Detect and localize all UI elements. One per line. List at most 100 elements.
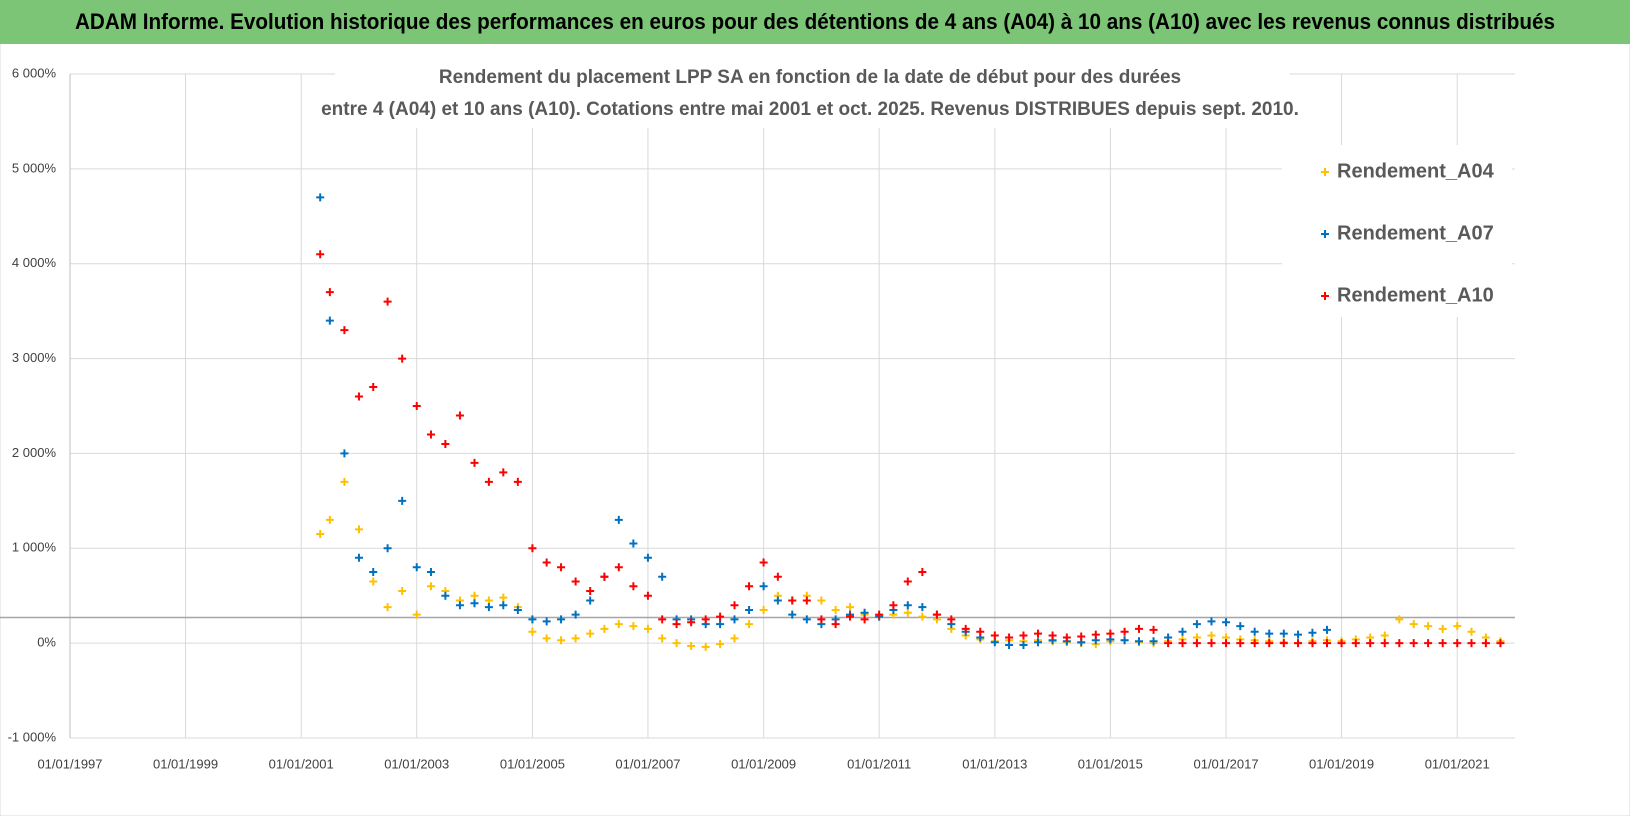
point: [325, 515, 334, 524]
point: [918, 612, 927, 621]
point: [1467, 639, 1476, 648]
point: [1409, 639, 1418, 648]
legend-box: [1282, 145, 1512, 317]
x-tick-label: 01/01/2015: [1078, 756, 1143, 771]
point: [600, 572, 609, 581]
point: [961, 624, 970, 633]
point: [1207, 631, 1216, 640]
point: [1034, 629, 1043, 638]
point: [759, 558, 768, 567]
point: [643, 553, 652, 562]
point: [817, 615, 826, 624]
subtitle: entre 4 (A04) et 10 ans (A10). Cotations…: [321, 99, 1299, 120]
x-tick-label: 01/01/2011: [847, 756, 911, 771]
point: [1438, 624, 1447, 633]
legend-marker: [1321, 292, 1329, 300]
point: [455, 411, 464, 420]
point: [730, 615, 739, 624]
point: [571, 634, 580, 643]
point: [918, 603, 927, 612]
x-tick-label: 01/01/1997: [37, 756, 102, 771]
point: [426, 582, 435, 591]
point: [499, 601, 508, 610]
point: [1222, 618, 1231, 627]
point: [316, 530, 325, 539]
point: [1192, 620, 1201, 629]
point: [1323, 639, 1331, 648]
point: [484, 603, 493, 612]
point: [643, 624, 652, 633]
point: [325, 316, 334, 325]
point: [629, 539, 638, 548]
point: [340, 326, 349, 335]
point: [513, 477, 522, 486]
point: [903, 608, 912, 617]
point: [903, 601, 912, 610]
point: [441, 591, 450, 600]
point: [369, 383, 378, 392]
point: [1481, 639, 1490, 648]
x-tick-label: 01/01/2005: [500, 756, 565, 771]
point: [716, 640, 725, 649]
y-tick-label: 6 000%: [12, 65, 57, 80]
point: [557, 636, 566, 645]
point: [470, 599, 479, 608]
point: [831, 605, 840, 614]
point: [325, 288, 334, 297]
point: [571, 577, 580, 586]
point: [802, 615, 811, 624]
point: [1164, 639, 1173, 648]
point: [918, 568, 927, 576]
point: [1265, 629, 1274, 638]
x-tick-label: 01/01/2007: [615, 756, 680, 771]
point: [426, 430, 435, 439]
point: [802, 596, 811, 605]
point: [788, 596, 797, 605]
x-tick-label: 01/01/2013: [962, 756, 1027, 771]
point: [1207, 639, 1216, 648]
point: [1279, 629, 1288, 638]
point: [773, 572, 782, 581]
point: [716, 612, 725, 621]
point: [1453, 639, 1462, 648]
point: [441, 439, 450, 448]
legend: Rendement_A04 Rendement_A07 Rendement_A10: [1282, 145, 1512, 317]
point: [1395, 639, 1404, 648]
point: [484, 477, 493, 486]
point: [860, 615, 869, 624]
point: [1005, 633, 1014, 642]
point: [745, 620, 754, 629]
point: [745, 605, 754, 614]
legend-marker: [1321, 168, 1329, 176]
point: [1496, 639, 1505, 648]
point: [1178, 627, 1187, 636]
point: [528, 544, 537, 553]
point: [658, 572, 667, 581]
point: [687, 618, 696, 627]
point: [629, 582, 638, 591]
legend-marker: [1321, 230, 1329, 238]
point: [875, 610, 884, 619]
x-tick-label: 01/01/2021: [1425, 756, 1490, 771]
point: [1236, 622, 1245, 631]
point: [586, 586, 595, 595]
point: [398, 496, 407, 505]
point: [672, 620, 681, 629]
point: [759, 605, 768, 614]
point: [398, 586, 407, 595]
point: [1424, 622, 1433, 631]
y-tick-label: 5 000%: [12, 160, 57, 175]
point: [412, 563, 421, 572]
point: [354, 553, 363, 562]
point: [600, 624, 609, 633]
point: [1380, 631, 1389, 640]
point: [614, 620, 623, 629]
point: [412, 402, 421, 410]
point: [1294, 639, 1303, 648]
point: [1077, 632, 1086, 641]
point: [1178, 639, 1187, 648]
y-tick-label: 4 000%: [12, 255, 57, 270]
x-tick-label: 01/01/2019: [1309, 756, 1374, 771]
point: [1149, 625, 1158, 634]
